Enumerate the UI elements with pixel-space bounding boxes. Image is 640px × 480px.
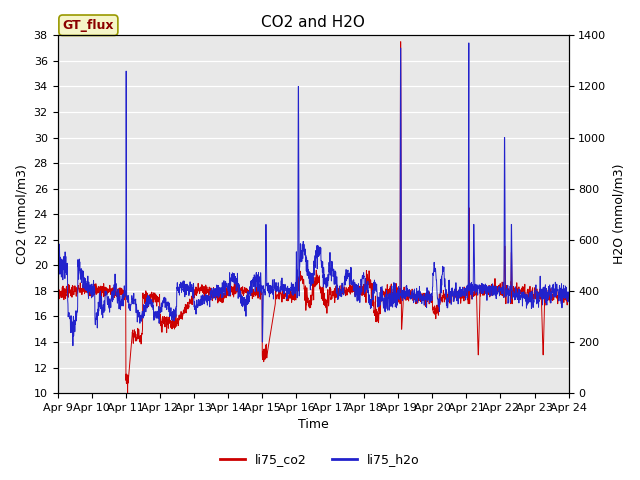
Text: GT_flux: GT_flux	[63, 19, 114, 32]
Line: li75_co2: li75_co2	[58, 42, 568, 393]
li75_co2	[520, 284, 528, 290]
Y-axis label: CO2 (mmol/m3): CO2 (mmol/m3)	[15, 164, 28, 264]
li75_co2	[196, 284, 204, 290]
li75_h2o	[69, 343, 77, 348]
li75_h2o	[339, 286, 347, 291]
li75_h2o	[465, 40, 472, 46]
li75_h2o	[564, 293, 572, 299]
li75_co2	[534, 290, 542, 296]
li75_h2o	[196, 296, 204, 302]
li75_co2	[564, 298, 572, 304]
li75_co2	[328, 292, 335, 298]
Title: CO2 and H2O: CO2 and H2O	[261, 15, 365, 30]
li75_h2o	[328, 267, 335, 273]
li75_co2	[339, 288, 347, 294]
li75_co2	[462, 289, 470, 295]
Legend: li75_co2, li75_h2o: li75_co2, li75_h2o	[215, 448, 425, 471]
X-axis label: Time: Time	[298, 419, 328, 432]
Y-axis label: H2O (mmol/m3): H2O (mmol/m3)	[612, 164, 625, 264]
li75_h2o	[461, 285, 469, 291]
Line: li75_h2o: li75_h2o	[58, 43, 568, 346]
li75_h2o	[534, 292, 542, 298]
li75_h2o	[54, 258, 61, 264]
li75_co2	[124, 390, 131, 396]
li75_co2	[397, 39, 404, 45]
li75_h2o	[520, 289, 528, 295]
li75_co2	[54, 285, 61, 291]
